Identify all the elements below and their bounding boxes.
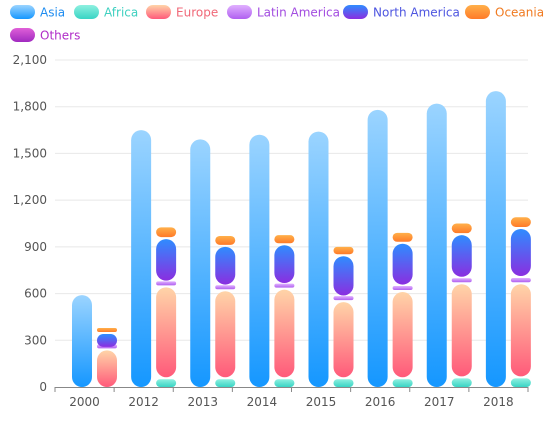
bar-north-america-2014[interactable] — [274, 245, 295, 284]
x-tick-label: 2013 — [188, 395, 219, 409]
y-tick-label: 600 — [24, 287, 47, 301]
bar-asia-2000[interactable] — [72, 295, 92, 387]
bar-europe-2000[interactable] — [97, 350, 117, 387]
bar-europe-2018[interactable] — [510, 284, 531, 377]
legend-label: North America — [373, 6, 460, 20]
bar-oceania-2014[interactable] — [274, 235, 295, 244]
legend-swatch — [465, 5, 490, 19]
bar-latin-america-2017[interactable] — [451, 278, 472, 283]
bar-latin-america-2015[interactable] — [333, 296, 354, 301]
legend-label: Others — [40, 29, 80, 43]
legend-swatch — [343, 5, 368, 19]
bar-oceania-2012[interactable] — [156, 227, 177, 238]
bar-europe-2017[interactable] — [451, 284, 472, 377]
bar-latin-america-2013[interactable] — [215, 285, 236, 290]
legend-item-asia[interactable]: Asia — [10, 5, 65, 20]
legend-label: Oceania — [495, 6, 544, 20]
bar-oceania-2015[interactable] — [333, 246, 354, 255]
bar-latin-america-2018[interactable] — [510, 278, 531, 283]
y-tick-label: 1,500 — [13, 146, 47, 160]
y-tick-label: 1,800 — [13, 100, 47, 114]
legend-swatch — [227, 5, 252, 19]
x-tick-label: 2018 — [483, 395, 514, 409]
bar-latin-america-2012[interactable] — [156, 281, 177, 286]
bar-latin-america-2016[interactable] — [392, 286, 413, 291]
x-tick-label: 2000 — [69, 395, 100, 409]
legend-label: Asia — [40, 6, 65, 20]
bar-asia-2016[interactable] — [367, 109, 388, 387]
bar-africa-2016[interactable] — [392, 379, 413, 387]
legend-label: Europe — [176, 6, 218, 20]
bar-north-america-2018[interactable] — [510, 228, 531, 276]
bar-europe-2013[interactable] — [215, 291, 236, 378]
legend: Asia Africa Europe Latin America North Ameri… — [10, 5, 544, 43]
legend-label: Africa — [104, 6, 138, 20]
bar-north-america-2012[interactable] — [156, 239, 177, 281]
y-tick-label: 1,200 — [13, 193, 47, 207]
legend-swatch — [146, 5, 171, 19]
legend-item-oceania[interactable]: Oceania — [465, 5, 544, 20]
axes: 0 300 600 900 1,200 1,500 1,800 2,100 2000 2012 20… — [13, 53, 529, 409]
bar-north-america-2016[interactable] — [392, 243, 413, 285]
legend-item-africa[interactable]: Africa — [74, 5, 138, 20]
bar-africa-2018[interactable] — [510, 378, 531, 387]
bar-africa-2014[interactable] — [274, 379, 295, 387]
bar-asia-2018[interactable] — [485, 91, 506, 388]
y-tick-label: 0 — [39, 380, 47, 394]
legend-swatch — [10, 28, 35, 42]
bar-oceania-2017[interactable] — [451, 223, 472, 234]
bar-asia-2015[interactable] — [308, 131, 329, 387]
bar-europe-2015[interactable] — [333, 302, 354, 378]
bar-asia-2012[interactable] — [131, 130, 152, 388]
y-tick-label: 2,100 — [13, 53, 47, 67]
plot-area — [72, 91, 531, 388]
x-tick-label: 2012 — [128, 395, 159, 409]
bar-africa-2013[interactable] — [215, 379, 236, 387]
bar-asia-2013[interactable] — [190, 139, 211, 387]
legend-swatch — [10, 5, 35, 19]
bar-asia-2014[interactable] — [249, 134, 270, 387]
bar-north-america-2000[interactable] — [97, 334, 117, 347]
bar-africa-2012[interactable] — [156, 379, 177, 387]
y-tick-label: 900 — [24, 240, 47, 254]
bar-europe-2014[interactable] — [274, 289, 295, 378]
bar-north-america-2017[interactable] — [451, 235, 472, 277]
bar-oceania-2013[interactable] — [215, 235, 236, 245]
bar-north-america-2015[interactable] — [333, 256, 354, 296]
bar-europe-2012[interactable] — [156, 287, 177, 378]
bar-latin-america-2014[interactable] — [274, 283, 295, 288]
bar-asia-2017[interactable] — [426, 103, 447, 387]
bar-oceania-2016[interactable] — [392, 232, 413, 242]
legend-label: Latin America — [257, 6, 340, 20]
x-tick-label: 2014 — [247, 395, 278, 409]
legend-item-europe[interactable]: Europe — [146, 5, 218, 20]
x-tick-label: 2017 — [424, 395, 455, 409]
legend-item-others[interactable]: Others — [10, 28, 80, 43]
legend-item-latin-america[interactable]: Latin America — [227, 5, 340, 20]
bar-oceania-2000[interactable] — [97, 328, 117, 333]
bar-africa-2015[interactable] — [333, 379, 354, 387]
legend-swatch — [74, 5, 99, 19]
bar-europe-2016[interactable] — [392, 292, 413, 378]
bar-oceania-2018[interactable] — [510, 217, 531, 227]
bar-north-america-2013[interactable] — [215, 246, 236, 285]
legend-item-north-america[interactable]: North America — [343, 5, 460, 20]
bar-africa-2017[interactable] — [451, 378, 472, 387]
x-tick-label: 2016 — [365, 395, 396, 409]
y-tick-label: 300 — [24, 333, 47, 347]
x-tick-label: 2015 — [306, 395, 337, 409]
